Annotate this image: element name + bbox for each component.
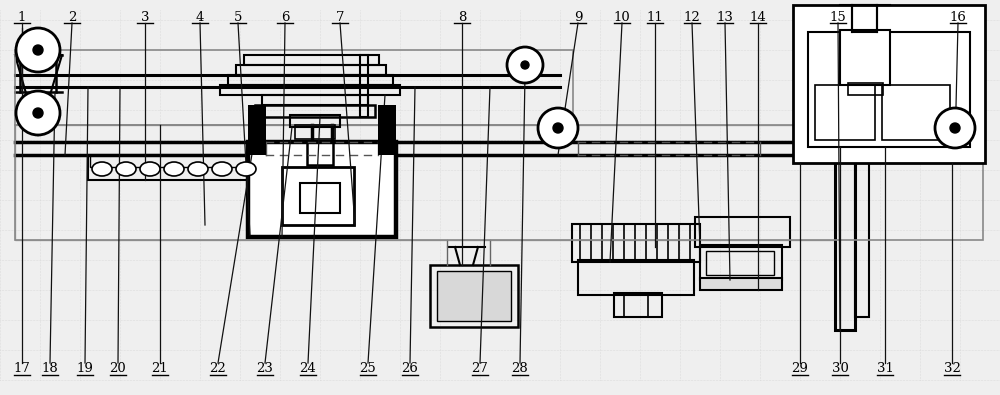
Bar <box>882 85 950 140</box>
Circle shape <box>950 123 960 133</box>
Bar <box>262 95 368 105</box>
Text: 11: 11 <box>647 11 663 23</box>
Text: 12: 12 <box>684 11 700 23</box>
Text: 22: 22 <box>210 363 226 376</box>
Text: 9: 9 <box>574 11 582 23</box>
Text: 21: 21 <box>152 363 168 376</box>
Text: 4: 4 <box>196 11 204 23</box>
Text: 23: 23 <box>257 363 273 376</box>
Ellipse shape <box>116 162 136 176</box>
Bar <box>15 125 835 240</box>
Bar <box>848 83 883 95</box>
Text: 29: 29 <box>792 363 808 376</box>
Ellipse shape <box>164 162 184 176</box>
Text: 28: 28 <box>512 363 528 376</box>
Text: 31: 31 <box>877 363 893 376</box>
Bar <box>793 5 985 163</box>
Bar <box>378 105 396 155</box>
Circle shape <box>935 108 975 148</box>
Bar <box>578 260 694 295</box>
Bar <box>706 251 774 275</box>
Bar <box>700 278 782 290</box>
Text: 26: 26 <box>402 363 418 376</box>
Circle shape <box>33 108 43 118</box>
Bar <box>307 141 333 165</box>
Ellipse shape <box>140 162 160 176</box>
Text: 1: 1 <box>18 11 26 23</box>
Text: 19: 19 <box>77 363 93 376</box>
Text: 25: 25 <box>360 363 376 376</box>
Bar <box>290 115 340 127</box>
Bar <box>295 125 335 139</box>
Text: 3: 3 <box>141 11 149 23</box>
Circle shape <box>553 123 563 133</box>
Bar <box>808 32 970 147</box>
Circle shape <box>16 28 60 72</box>
Bar <box>695 217 790 247</box>
Text: 6: 6 <box>281 11 289 23</box>
Bar <box>90 155 271 167</box>
Bar <box>220 85 400 95</box>
Ellipse shape <box>92 162 112 176</box>
Text: 30: 30 <box>832 363 848 376</box>
Text: 27: 27 <box>472 363 488 376</box>
Text: 15: 15 <box>830 11 846 23</box>
Bar <box>244 55 379 65</box>
Text: 16: 16 <box>950 11 966 23</box>
Bar <box>282 167 354 225</box>
Bar <box>236 65 386 75</box>
Bar <box>15 125 983 240</box>
Bar <box>572 224 700 262</box>
Circle shape <box>16 91 60 135</box>
Bar <box>815 85 875 140</box>
Ellipse shape <box>188 162 208 176</box>
Bar <box>835 152 855 330</box>
Text: 18: 18 <box>42 363 58 376</box>
Ellipse shape <box>212 162 232 176</box>
Text: 2: 2 <box>68 11 76 23</box>
Text: 32: 32 <box>944 363 960 376</box>
Text: 14: 14 <box>750 11 766 23</box>
Bar <box>255 105 375 117</box>
Text: 8: 8 <box>458 11 466 23</box>
Ellipse shape <box>236 162 256 176</box>
Bar <box>15 50 573 125</box>
Circle shape <box>507 47 543 83</box>
Bar <box>360 55 368 117</box>
Text: 24: 24 <box>300 363 316 376</box>
Bar <box>88 155 273 180</box>
Bar <box>300 183 340 213</box>
Circle shape <box>33 45 43 55</box>
Bar <box>430 265 518 327</box>
Circle shape <box>521 61 529 69</box>
Text: 10: 10 <box>614 11 630 23</box>
Text: 20: 20 <box>110 363 126 376</box>
Bar <box>248 142 396 237</box>
Text: 7: 7 <box>336 11 344 23</box>
Bar <box>700 245 782 280</box>
Bar <box>855 162 869 317</box>
Circle shape <box>538 108 578 148</box>
Bar <box>248 105 266 155</box>
Bar <box>437 271 511 321</box>
Bar <box>614 293 662 317</box>
Text: 17: 17 <box>14 363 30 376</box>
Text: 13: 13 <box>717 11 733 23</box>
Bar <box>228 75 393 85</box>
Bar <box>852 5 877 32</box>
Bar <box>840 30 890 85</box>
Text: 5: 5 <box>234 11 242 23</box>
